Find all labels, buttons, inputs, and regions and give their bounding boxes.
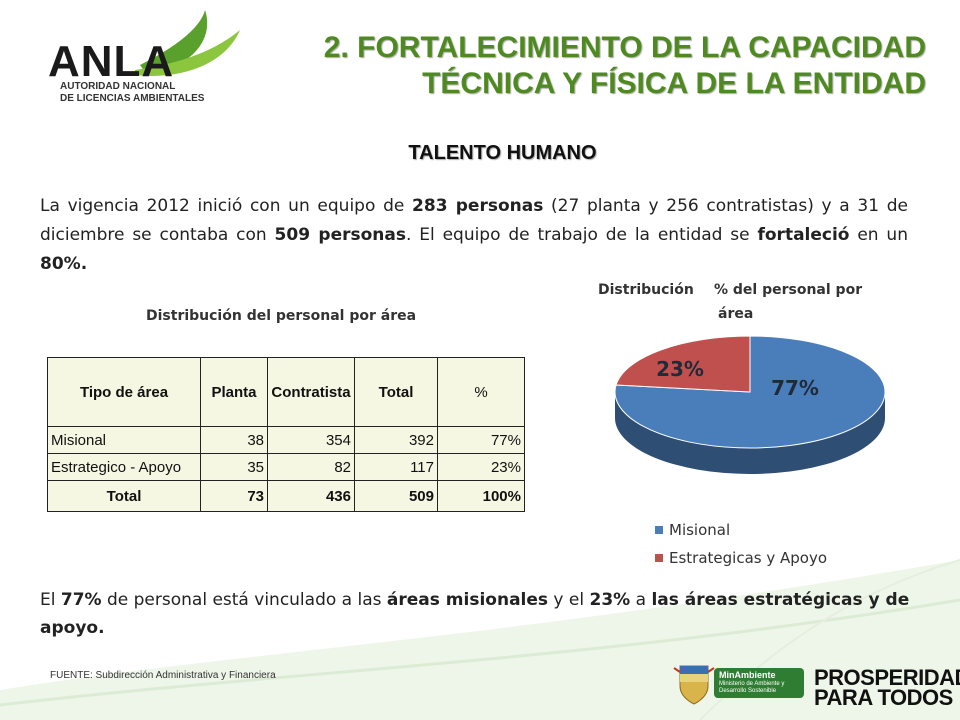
cell-total-label: Total bbox=[47, 480, 201, 512]
table-title: Distribución del personal por área bbox=[146, 308, 417, 324]
closing-text-1: El bbox=[40, 590, 61, 610]
legend-swatch-estrategicas bbox=[655, 554, 663, 562]
pie-side-0 bbox=[615, 392, 885, 474]
cell-total: 117 bbox=[354, 453, 438, 481]
intro-bold-2: 509 personas bbox=[274, 225, 406, 245]
header-tipo: Tipo de área bbox=[47, 357, 201, 427]
table-row: Estrategico - Apoyo 35 82 117 23% bbox=[47, 453, 525, 481]
header-percent: % bbox=[437, 357, 525, 427]
closing-paragraph: El 77% de personal está vinculado a las … bbox=[40, 586, 920, 642]
closing-bold-1: 77% bbox=[60, 590, 102, 610]
intro-bold-3: fortaleció bbox=[757, 225, 850, 245]
cell-area: Misional bbox=[47, 426, 201, 454]
anla-logo: ANLA bbox=[48, 10, 240, 86]
closing-text-4: a bbox=[630, 590, 652, 610]
prosperidad-line-1: PROSPERIDAD bbox=[814, 665, 960, 690]
intro-text-2: (27 planta y 256 contratistas) y a 31 de… bbox=[40, 196, 908, 245]
cell-total-total: 509 bbox=[354, 480, 438, 512]
legend-item-misional: Misional bbox=[655, 516, 827, 544]
legend-label-misional: Misional bbox=[669, 521, 731, 539]
cell-total-planta: 73 bbox=[200, 480, 268, 512]
cell-percent: 77% bbox=[437, 426, 525, 454]
intro-text-3: . El equipo de trabajo de la entidad se bbox=[405, 225, 758, 245]
cell-contratista: 82 bbox=[267, 453, 355, 481]
cell-total: 392 bbox=[354, 426, 438, 454]
table-row: Misional 38 354 392 77% bbox=[47, 426, 525, 454]
distribution-table: Tipo de área Planta Contratista Total % … bbox=[47, 357, 525, 512]
chart-legend: Misional Estrategicas y Apoyo bbox=[655, 516, 827, 572]
closing-bold-3: 23% bbox=[589, 590, 631, 610]
pie-label-0: 77% bbox=[771, 376, 819, 400]
cell-planta: 38 bbox=[200, 426, 268, 454]
closing-text-2: de personal está vinculado a las bbox=[101, 590, 387, 610]
intro-paragraph: La vigencia 2012 inició con un equipo de… bbox=[40, 192, 908, 279]
pie-chart: 77% 23% bbox=[614, 335, 886, 474]
pie-slice-1 bbox=[615, 335, 751, 393]
closing-text-3: y el bbox=[548, 590, 590, 610]
legend-swatch-misional bbox=[655, 526, 663, 534]
intro-bold-1: 283 personas bbox=[412, 196, 544, 216]
minambiente-subtext: Ministerio de Ambiente y Desarrollo Sost… bbox=[719, 681, 785, 694]
logo-subtitle: AUTORIDAD NACIONAL DE LICENCIAS AMBIENTA… bbox=[60, 81, 204, 105]
cell-total-percent: 100% bbox=[437, 480, 525, 512]
header-contratista: Contratista bbox=[267, 357, 355, 427]
intro-text-4: en un bbox=[849, 225, 908, 245]
source-note: FUENTE: Subdirección Administrativa y Fi… bbox=[50, 670, 276, 681]
logo-wordmark: ANLA bbox=[48, 37, 174, 86]
header-planta: Planta bbox=[200, 357, 268, 427]
table-header-row: Tipo de área Planta Contratista Total % bbox=[47, 357, 525, 427]
chart-title-part-1: Distribución bbox=[598, 282, 694, 298]
closing-bold-2: áreas misionales bbox=[386, 590, 549, 610]
cell-area: Estrategico - Apoyo bbox=[47, 453, 201, 481]
closing-bold-4: las áreas estratégicas y de apoyo. bbox=[40, 590, 910, 638]
cell-total-contratista: 436 bbox=[267, 480, 355, 512]
prosperidad-line-2: PARA TODOS bbox=[814, 685, 953, 710]
section-title: TALENTO HUMANO bbox=[0, 142, 960, 165]
colombia-coat-of-arms-icon bbox=[673, 665, 715, 705]
minambiente-text: MinAmbiente bbox=[719, 670, 776, 680]
intro-text-1: La vigencia 2012 inició con un equipo de bbox=[40, 196, 413, 216]
logo-sub-line-2: DE LICENCIAS AMBIENTALES bbox=[60, 93, 205, 104]
logo-sub-line-1: AUTORIDAD NACIONAL bbox=[60, 81, 176, 92]
section-title-text: TALENTO HUMANO bbox=[408, 142, 597, 164]
page-title-line-2: TÉCNICA Y FÍSICA DE LA ENTIDAD bbox=[422, 67, 926, 100]
table-total-row: Total 73 436 509 100% bbox=[47, 480, 525, 512]
legend-label-estrategicas: Estrategicas y Apoyo bbox=[669, 549, 828, 567]
cell-percent: 23% bbox=[437, 453, 525, 481]
page-title: 2. FORTALECIMIENTO DE LA CAPACIDAD TÉCNI… bbox=[246, 30, 926, 102]
intro-bold-4: 80%. bbox=[40, 254, 88, 274]
prosperidad-logo: PROSPERIDAD PARA TODOS bbox=[814, 665, 960, 710]
legend-item-estrategicas: Estrategicas y Apoyo bbox=[655, 544, 827, 572]
pie-label-1: 23% bbox=[656, 357, 704, 381]
chart-title-part-3: área bbox=[718, 306, 754, 322]
cell-contratista: 354 bbox=[267, 426, 355, 454]
header-total: Total bbox=[354, 357, 438, 427]
cell-planta: 35 bbox=[200, 453, 268, 481]
page-title-line-1: 2. FORTALECIMIENTO DE LA CAPACIDAD bbox=[323, 31, 926, 64]
chart-title-part-2: % del personal por bbox=[714, 282, 863, 298]
minambiente-logo: MinAmbiente Ministerio de Ambiente y Des… bbox=[714, 668, 804, 698]
